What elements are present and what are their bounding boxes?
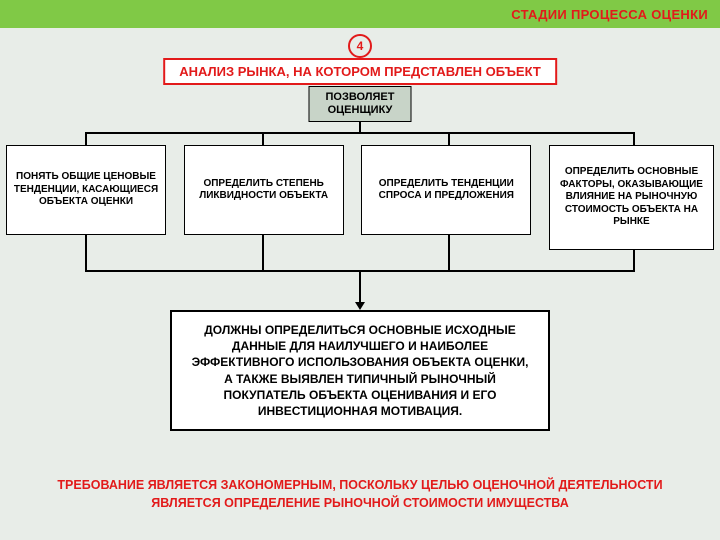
conclusion-box: ДОЛЖНЫ ОПРЕДЕЛИТЬСЯ ОСНОВНЫЕ ИСХОДНЫЕ ДА… [170, 310, 550, 431]
connector-branch-down-1 [85, 235, 87, 270]
connector-to-conclusion [359, 270, 361, 303]
stage-number: 4 [357, 39, 364, 53]
branch-box-3: ОПРЕДЕЛИТЬ ТЕНДЕНЦИИ СПРОСА И ПРЕДЛОЖЕНИ… [361, 145, 531, 235]
branch-box-1: ПОНЯТЬ ОБЩИЕ ЦЕНОВЫЕ ТЕНДЕНЦИИ, КАСАЮЩИЕ… [6, 145, 166, 235]
connector-vertical-top [359, 122, 361, 132]
main-title-text: АНАЛИЗ РЫНКА, НА КОТОРОМ ПРЕДСТАВЛЕН ОБЪ… [179, 64, 541, 79]
connector-drop-1 [85, 132, 87, 145]
connector-drop-3 [448, 132, 450, 145]
sub-box-line2: ОЦЕНЩИКУ [328, 104, 393, 116]
main-title-box: АНАЛИЗ РЫНКА, НА КОТОРОМ ПРЕДСТАВЛЕН ОБЪ… [163, 58, 557, 85]
connector-branch-down-3 [448, 235, 450, 270]
connector-drop-4 [633, 132, 635, 145]
header-bar: СТАДИИ ПРОЦЕССА ОЦЕНКИ [0, 0, 720, 28]
sub-box: ПОЗВОЛЯЕТ ОЦЕНЩИКУ [309, 86, 412, 122]
branch-box-2: ОПРЕДЕЛИТЬ СТЕПЕНЬ ЛИКВИДНОСТИ ОБЪЕКТА [184, 145, 344, 235]
arrow-down-icon [355, 302, 365, 310]
conclusion-text: ДОЛЖНЫ ОПРЕДЕЛИТЬСЯ ОСНОВНЫЕ ИСХОДНЫЕ ДА… [192, 323, 529, 418]
connector-drop-2 [262, 132, 264, 145]
connector-branch-down-4 [633, 250, 635, 270]
connector-branch-down-2 [262, 235, 264, 270]
branch-box-4: ОПРЕДЕЛИТЬ ОСНОВНЫЕ ФАКТОРЫ, ОКАЗЫВАЮЩИЕ… [549, 145, 714, 250]
stage-number-badge: 4 [348, 34, 372, 58]
footer-text-content: ТРЕБОВАНИЕ ЯВЛЯЕТСЯ ЗАКОНОМЕРНЫМ, ПОСКОЛ… [57, 478, 662, 510]
header-title: СТАДИИ ПРОЦЕССА ОЦЕНКИ [511, 7, 708, 22]
sub-box-line1: ПОЗВОЛЯЕТ [326, 91, 395, 103]
branch-container: ПОНЯТЬ ОБЩИЕ ЦЕНОВЫЕ ТЕНДЕНЦИИ, КАСАЮЩИЕ… [0, 145, 720, 255]
footer-text: ТРЕБОВАНИЕ ЯВЛЯЕТСЯ ЗАКОНОМЕРНЫМ, ПОСКОЛ… [40, 477, 680, 512]
connector-horizontal [85, 132, 635, 134]
